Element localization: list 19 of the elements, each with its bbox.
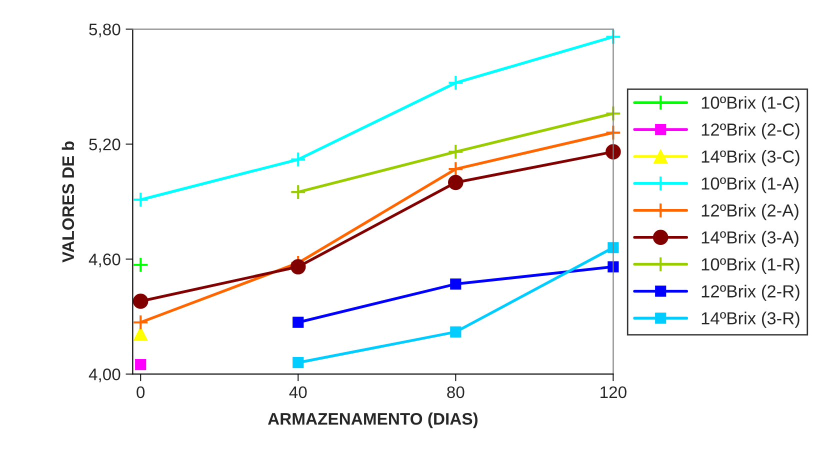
legend-label: 14ºBrix (3-R): [702, 312, 800, 328]
y-tick-label: 5,20: [89, 138, 120, 152]
x-tick-label: 120: [600, 386, 626, 398]
legend-label: 14ºBrix (3-C): [702, 150, 800, 166]
legend-label: 12ºBrix (2-R): [702, 284, 800, 301]
legend-label: 12ºBrix (2-A): [702, 204, 798, 220]
x-tick-label: 0: [136, 386, 145, 398]
x-axis-title: ARMAZENAMENTO (DIAS): [268, 412, 478, 428]
legend-label: 10ºBrix (1-A): [702, 176, 798, 194]
y-tick-label: 5,80: [89, 24, 120, 38]
y-tick-label: 4,00: [88, 368, 120, 382]
legend-label: 12ºBrix (2-C): [702, 123, 800, 140]
legend-label: 10ºBrix (1-C): [702, 96, 800, 112]
legend-label: 10ºBrix (1-R): [702, 258, 800, 274]
y-tick-label: 4,60: [88, 254, 120, 268]
x-tick-label: 80: [447, 386, 464, 398]
legend-label: 14ºBrix (3-A): [702, 230, 798, 248]
x-tick-label: 40: [289, 386, 307, 398]
y-axis-title: VALORES DE b: [62, 141, 74, 262]
